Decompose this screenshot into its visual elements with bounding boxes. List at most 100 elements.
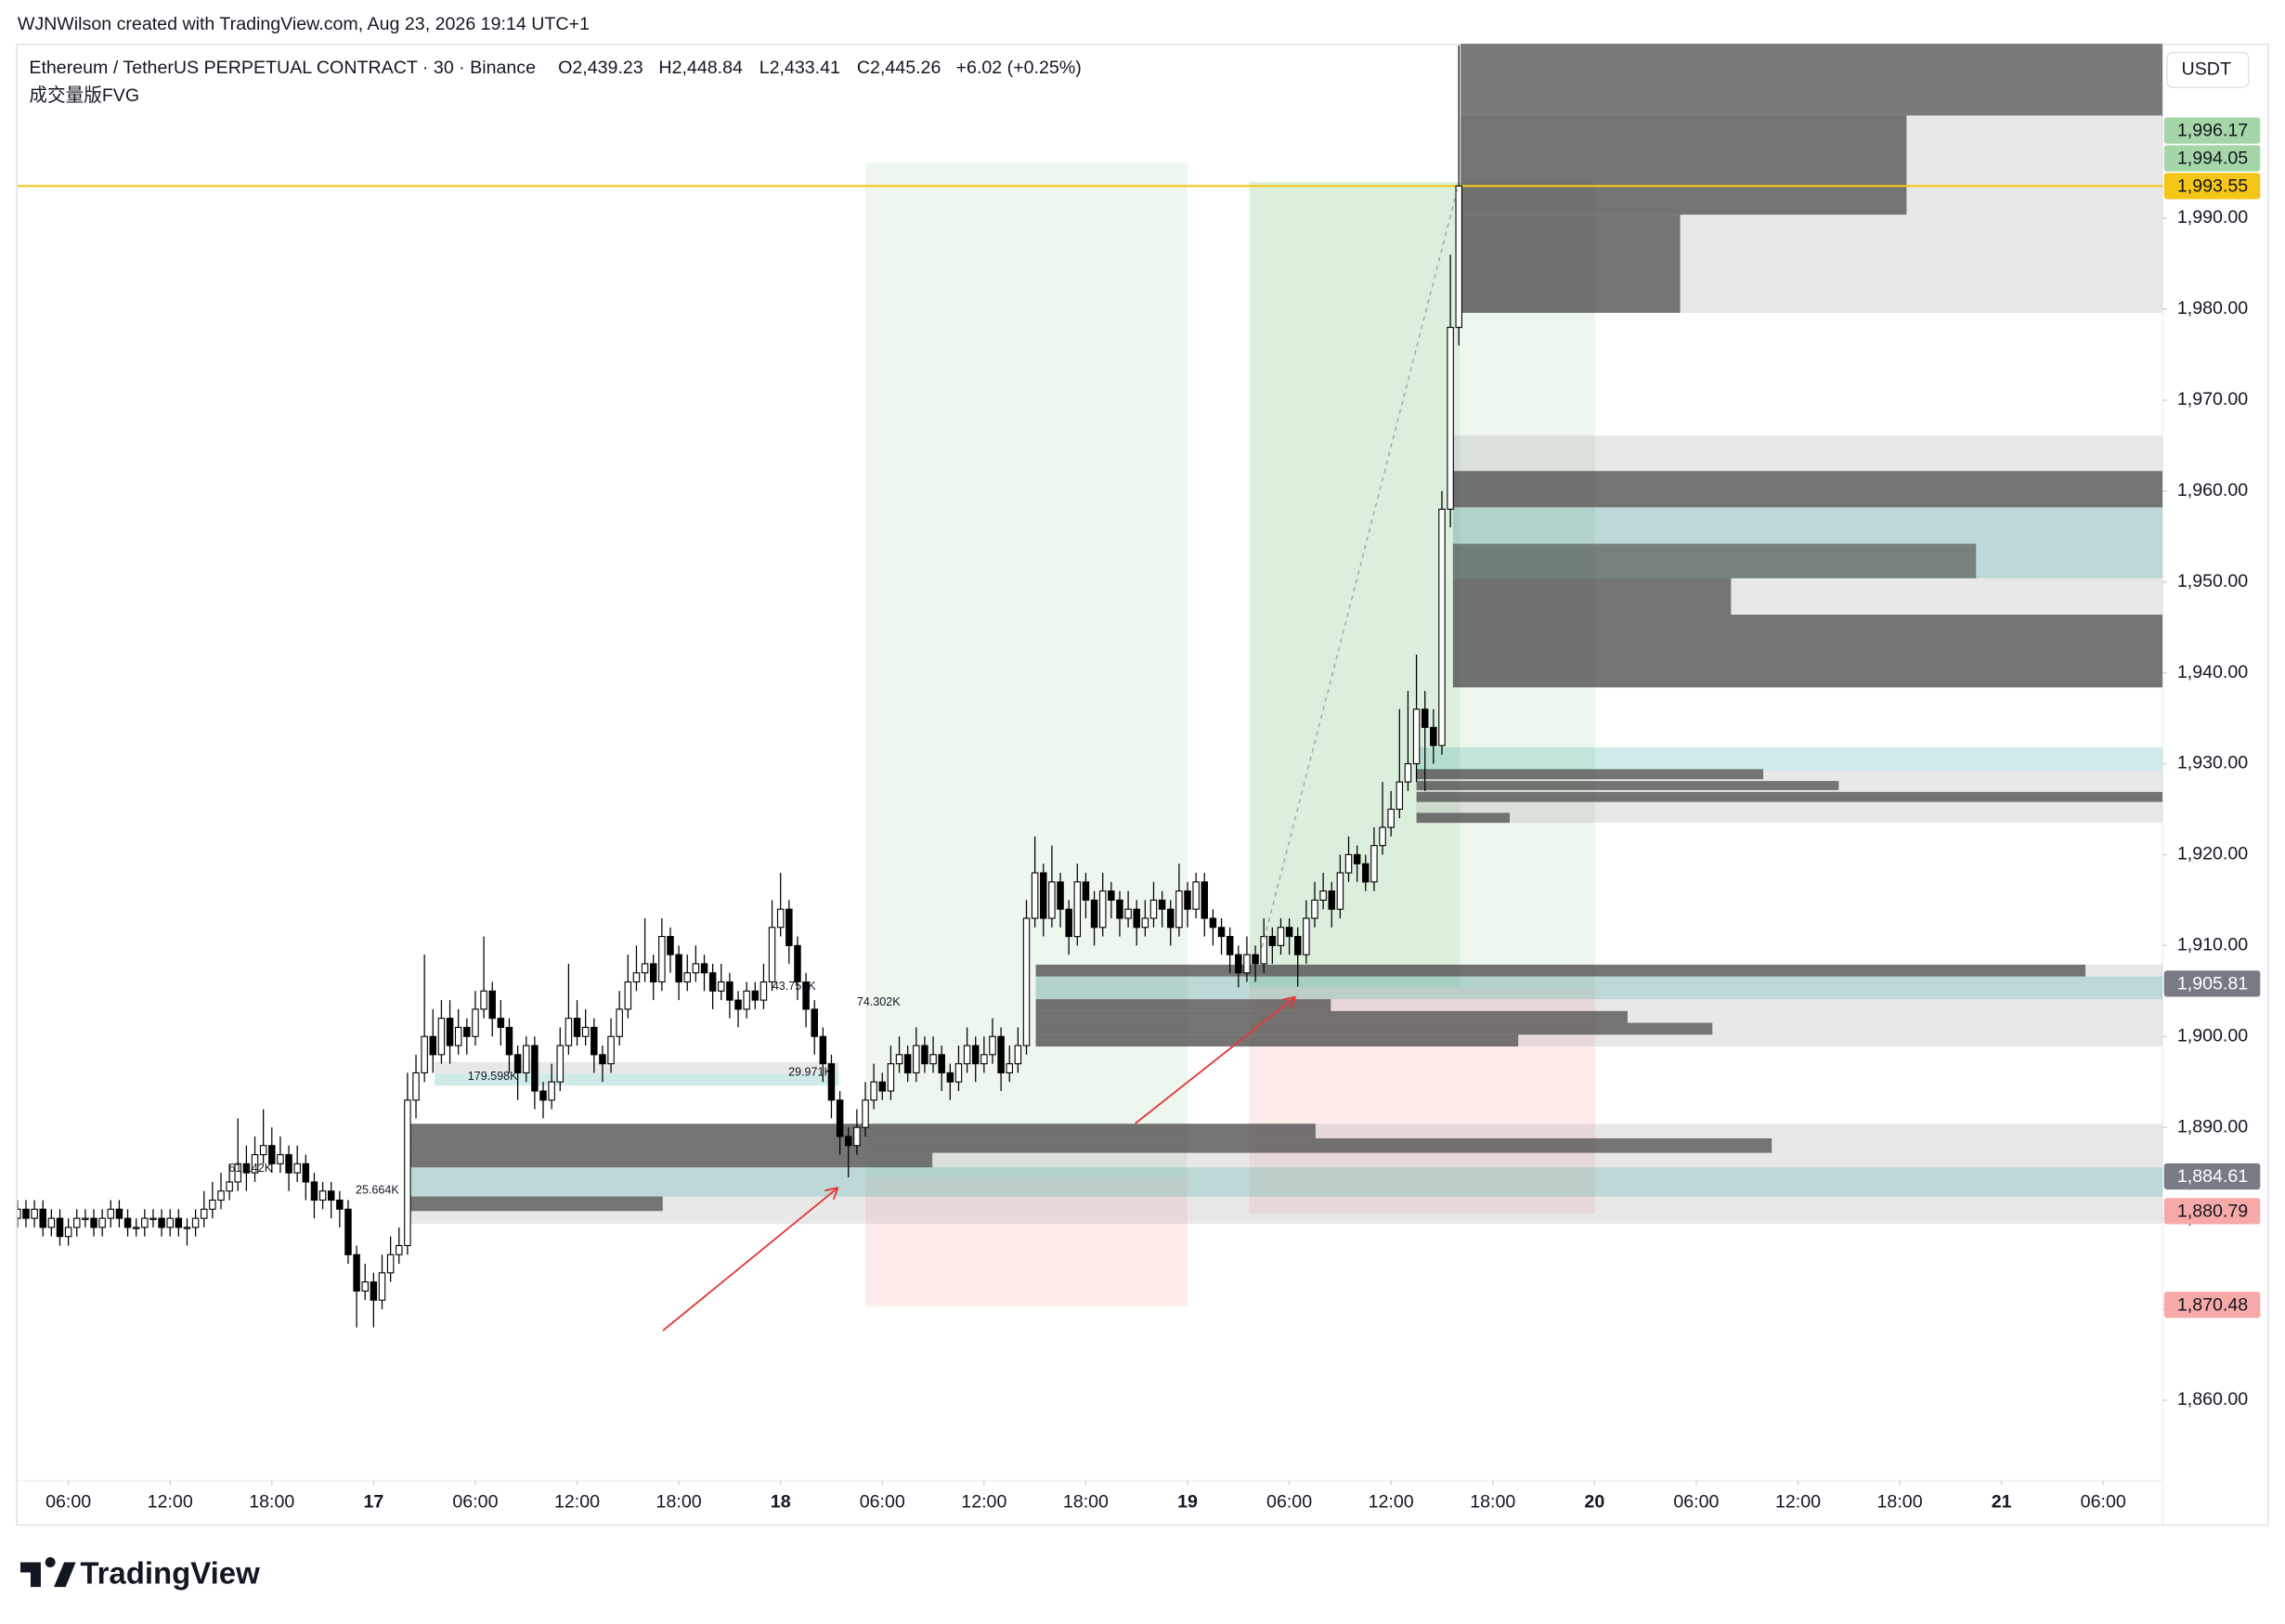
candle-body <box>751 990 760 1001</box>
currency-button[interactable] <box>2166 51 2250 88</box>
candle-body <box>217 1190 225 1202</box>
x-tick-label: 06:00 <box>452 1491 498 1512</box>
candle-body <box>1133 908 1140 929</box>
candle-body <box>946 1072 954 1083</box>
fvg-zone <box>1461 115 1907 215</box>
candle-body <box>1387 808 1395 828</box>
y-tick-label: 1,860.00 <box>2177 1389 2248 1410</box>
candle-body <box>1362 863 1370 883</box>
y-tick-label: 1,890.00 <box>2177 1116 2248 1137</box>
fvg-zone <box>1416 747 2163 772</box>
x-tick-label: 06:00 <box>2081 1491 2126 1512</box>
candle-body <box>370 1281 378 1301</box>
candle-body <box>878 1081 887 1092</box>
price-badge <box>2163 117 2261 144</box>
candle-body <box>997 1035 1005 1073</box>
y-tick-label: 1,970.00 <box>2177 389 2248 409</box>
ohlc-close: C2,445.26 <box>857 58 941 78</box>
candle-body <box>548 1081 555 1101</box>
y-tick-label: 1,940.00 <box>2177 662 2248 682</box>
price-badge <box>2163 1163 2261 1190</box>
x-tick-label: 18:00 <box>1063 1491 1109 1512</box>
candle-body <box>887 1063 895 1092</box>
candle-body <box>1022 917 1031 1046</box>
price-badge-label: 1,996.17 <box>2177 121 2248 141</box>
candle-body <box>1141 917 1149 929</box>
x-tick-label: 06:00 <box>1266 1491 1312 1512</box>
y-tick-label: 1,980.00 <box>2177 298 2248 318</box>
x-tick-label: 06:00 <box>45 1491 91 1512</box>
candle-body <box>302 1163 310 1183</box>
candle-body <box>277 1153 284 1164</box>
candle-body <box>692 963 700 974</box>
fvg-zone <box>1035 999 1331 1011</box>
y-tick-label: 1,900.00 <box>2177 1025 2248 1046</box>
x-tick-label: 21 <box>1992 1491 2012 1512</box>
fvg-zone <box>410 1124 1316 1138</box>
candle-body <box>844 1136 852 1147</box>
fvg-zone <box>1452 471 2163 508</box>
x-tick-label: 18:00 <box>249 1491 294 1512</box>
x-tick-label: 12:00 <box>1369 1491 1414 1512</box>
candle-body <box>531 1045 539 1092</box>
fvg-zone <box>410 1196 663 1212</box>
logo-text: TradingView <box>80 1555 260 1590</box>
ohlc-open: O2,439.23 <box>558 58 643 78</box>
position-zone <box>1249 181 1461 988</box>
candle-body <box>913 1045 920 1073</box>
candle-body <box>318 1190 327 1202</box>
candle-body <box>607 1035 615 1065</box>
candle-body <box>39 1208 46 1228</box>
candle-body <box>497 1018 505 1029</box>
x-tick-label: 12:00 <box>148 1491 193 1512</box>
price-badge <box>2163 1198 2261 1225</box>
candle-body <box>1447 327 1454 510</box>
y-tick-label: 1,920.00 <box>2177 844 2248 864</box>
volume-label: 74.302K <box>857 995 901 1008</box>
fvg-zone <box>410 1137 1772 1153</box>
position-zone <box>865 1177 1188 1307</box>
fvg-zone <box>1452 543 1977 578</box>
candle-body <box>421 1035 428 1073</box>
y-tick-label: 1,910.00 <box>2177 935 2248 955</box>
candle-body <box>726 981 734 1001</box>
x-tick-label: 18:00 <box>1470 1491 1515 1512</box>
y-tick-label: 1,960.00 <box>2177 480 2248 500</box>
candle-body <box>1268 936 1277 946</box>
arrow-head <box>1281 995 1297 1009</box>
candle-body <box>1379 826 1386 847</box>
fvg-zone <box>1035 1010 1628 1023</box>
candle-body <box>1192 881 1200 910</box>
chart-frame <box>16 44 2269 1527</box>
candle-body <box>1175 890 1183 929</box>
x-tick-label: 18:00 <box>656 1491 702 1512</box>
candle-body <box>1108 890 1115 901</box>
candle-body <box>1201 881 1209 919</box>
candle-body <box>794 944 801 983</box>
candle-body <box>31 1208 38 1219</box>
price-badge-label: 1,880.79 <box>2177 1201 2248 1221</box>
candle-body <box>1209 917 1217 929</box>
currency: USDT <box>2182 59 2231 80</box>
candle-body <box>293 1163 301 1174</box>
candle-body <box>1285 927 1293 938</box>
price-badge-label: 1,884.61 <box>2177 1166 2248 1187</box>
candle-body <box>82 1217 89 1220</box>
candle-body <box>1353 853 1361 864</box>
candle-body <box>1235 954 1242 974</box>
candle-body <box>107 1208 115 1219</box>
candle-body <box>98 1217 106 1228</box>
candle-body <box>1430 726 1437 747</box>
candle-body <box>1412 708 1421 765</box>
candle-body <box>463 1026 471 1037</box>
candle-body <box>234 1163 242 1183</box>
candle-body <box>1090 899 1098 929</box>
candle-body <box>386 1254 395 1274</box>
candle-body <box>853 1126 861 1147</box>
ohlc-low: L2,433.41 <box>760 58 840 78</box>
candle-body <box>353 1254 360 1292</box>
x-tick-label: 12:00 <box>961 1491 1006 1512</box>
candle-body <box>963 1045 971 1065</box>
candle-body <box>513 1054 522 1073</box>
